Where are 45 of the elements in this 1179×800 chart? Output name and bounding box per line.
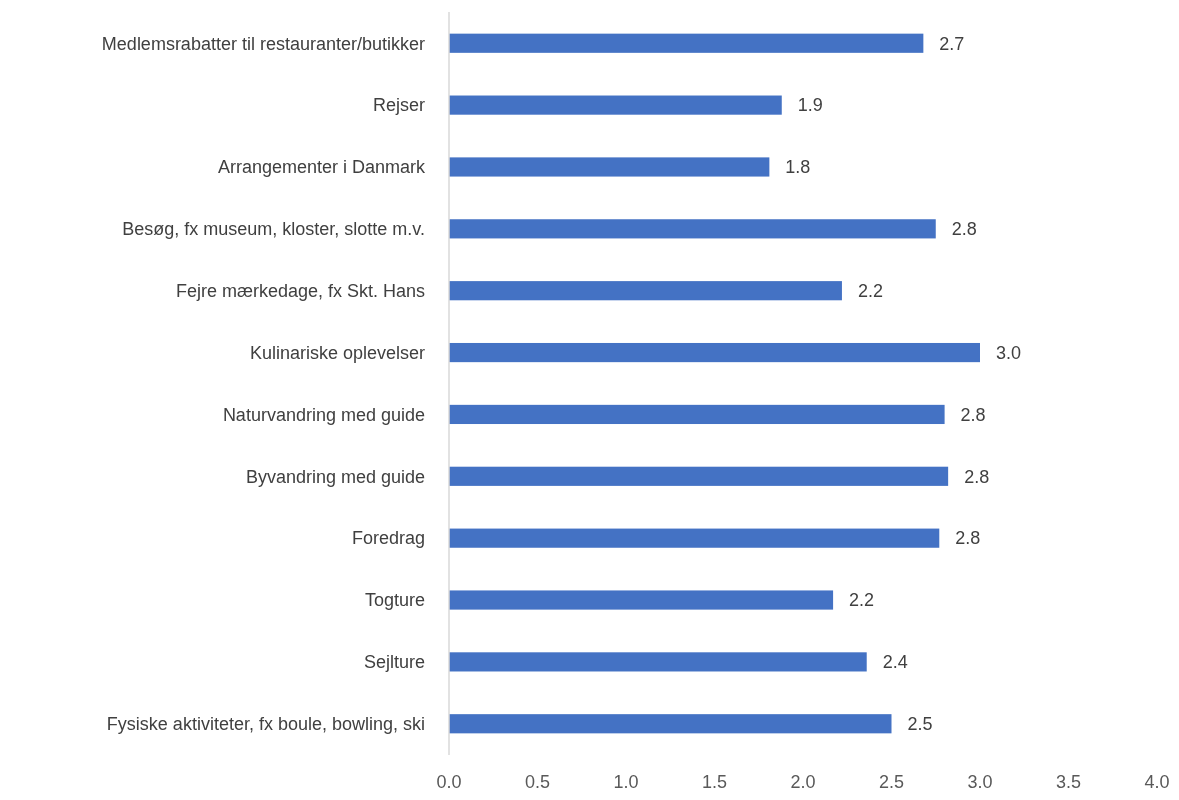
data-label: 2.2 <box>857 281 883 301</box>
x-tick-label: 1.0 <box>613 772 639 792</box>
data-label: 3.0 <box>996 342 1022 363</box>
bar <box>449 652 867 672</box>
x-tick-label: 4.0 <box>1144 772 1170 792</box>
data-label: 2.8 <box>955 528 981 549</box>
y-tick-label: Medlemsrabatter til restauranter/butikker <box>101 33 425 54</box>
x-tick-label: 3.0 <box>967 772 993 792</box>
data-label: 2.2 <box>849 590 875 611</box>
bar <box>449 219 936 239</box>
y-tick-label: Besøg, fx museum, kloster, slotte m.v. <box>122 219 425 240</box>
y-tick-label: Kulinariske oplevelser <box>249 342 425 363</box>
y-tick-label: Naturvandring med guide <box>222 404 425 425</box>
y-tick-label: Arrangementer i Danmark <box>217 157 426 178</box>
x-tick-label: 0.5 <box>524 772 551 792</box>
bar <box>449 590 834 610</box>
bar <box>449 714 892 734</box>
y-tick-label: Byvandring med guide <box>245 466 425 487</box>
y-tick-label: Sejlture <box>363 652 425 673</box>
bar <box>449 281 842 301</box>
data-label: 2.8 <box>951 219 977 240</box>
x-tick-label: 3.5 <box>1055 772 1082 792</box>
data-label: 1.8 <box>785 157 811 178</box>
x-tick-label: 2.5 <box>878 772 905 792</box>
y-tick-label: Fejre mærkedage, fx Skt. Hans <box>175 281 425 301</box>
x-tick-label: 1.5 <box>701 772 728 792</box>
data-label: 1.9 <box>797 95 823 116</box>
data-label: 2.7 <box>939 33 965 54</box>
data-label: 2.5 <box>907 714 933 735</box>
bar <box>449 157 770 177</box>
y-tick-label: Fysiske aktiviteter, fx boule, bowling, ski <box>106 714 425 735</box>
bar <box>449 528 940 548</box>
bar <box>449 466 949 486</box>
y-tick-label: Rejser <box>372 95 425 116</box>
x-tick-label: 2.0 <box>790 772 816 792</box>
bar <box>449 33 924 53</box>
bar <box>449 95 782 115</box>
y-tick-label: Foredrag <box>351 528 425 549</box>
bar <box>449 404 945 425</box>
data-label: 2.8 <box>960 404 986 425</box>
x-tick-label: 0.0 <box>436 772 462 792</box>
bar <box>449 342 980 363</box>
data-label: 2.8 <box>964 466 990 487</box>
data-label: 2.4 <box>882 652 908 673</box>
y-tick-label: Togture <box>364 590 425 611</box>
